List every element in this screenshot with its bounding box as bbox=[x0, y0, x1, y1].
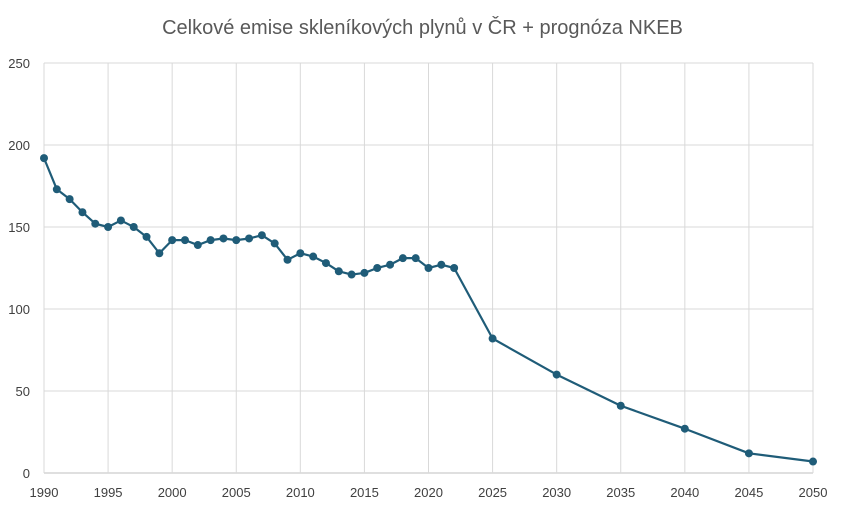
data-point bbox=[334, 267, 343, 276]
data-point bbox=[386, 260, 395, 269]
data-point bbox=[270, 239, 279, 248]
data-point bbox=[321, 259, 330, 268]
data-point bbox=[398, 254, 407, 263]
x-tick-label: 2020 bbox=[414, 485, 443, 500]
x-tick-label: 2030 bbox=[542, 485, 571, 500]
data-point bbox=[219, 234, 228, 243]
x-tick-label: 2040 bbox=[670, 485, 699, 500]
data-point bbox=[296, 249, 305, 258]
data-point bbox=[809, 457, 817, 466]
data-point bbox=[257, 231, 266, 240]
data-point bbox=[680, 424, 689, 433]
data-point bbox=[180, 236, 189, 245]
data-point bbox=[488, 334, 497, 343]
x-tick-label: 2005 bbox=[222, 485, 251, 500]
x-tick-label: 2010 bbox=[286, 485, 315, 500]
y-tick-label: 150 bbox=[8, 220, 30, 235]
x-tick-label: 1990 bbox=[30, 485, 59, 500]
x-axis-tick-labels: 1990 1995 2000 2005 2010 2015 2020 2025 2030 2035… bbox=[30, 485, 828, 500]
data-point bbox=[91, 219, 100, 228]
data-point bbox=[552, 370, 561, 379]
data-point bbox=[360, 268, 369, 277]
data-point bbox=[744, 449, 753, 458]
y-tick-label: 200 bbox=[8, 138, 30, 153]
data-point bbox=[437, 260, 446, 269]
y-tick-label: 100 bbox=[8, 302, 30, 317]
x-tick-label: 2000 bbox=[158, 485, 187, 500]
data-point bbox=[52, 185, 61, 194]
data-point bbox=[232, 236, 241, 245]
y-axis-tick-labels: 0 50 100 150 200 250 bbox=[8, 56, 30, 481]
data-point bbox=[40, 154, 48, 163]
x-tick-label: 2050 bbox=[799, 485, 828, 500]
data-point bbox=[245, 234, 254, 243]
data-point bbox=[78, 208, 87, 217]
data-point bbox=[206, 236, 215, 245]
series-group bbox=[40, 154, 817, 466]
x-tick-label: 2045 bbox=[734, 485, 763, 500]
data-point bbox=[283, 255, 292, 264]
data-point bbox=[168, 236, 177, 245]
x-tick-label: 1995 bbox=[94, 485, 123, 500]
x-tick-label: 2035 bbox=[606, 485, 635, 500]
x-tick-label: 2015 bbox=[350, 485, 379, 500]
data-point bbox=[347, 270, 356, 279]
data-point bbox=[129, 223, 138, 231]
data-point bbox=[424, 264, 433, 272]
y-tick-label: 0 bbox=[23, 466, 30, 481]
data-point bbox=[104, 223, 113, 231]
data-point bbox=[373, 264, 382, 272]
data-point bbox=[65, 195, 74, 204]
data-point bbox=[616, 401, 625, 410]
data-point bbox=[193, 241, 202, 250]
data-point bbox=[309, 252, 318, 261]
data-point bbox=[142, 232, 151, 241]
y-tick-label: 250 bbox=[8, 56, 30, 71]
data-point bbox=[411, 254, 420, 263]
y-tick-label: 50 bbox=[16, 384, 30, 399]
chart-title: Celkové emise skleníkových plynů v ČR + … bbox=[162, 17, 683, 39]
x-tick-label: 2025 bbox=[478, 485, 507, 500]
data-point bbox=[155, 249, 164, 258]
data-point bbox=[450, 264, 459, 272]
data-point bbox=[116, 216, 125, 225]
